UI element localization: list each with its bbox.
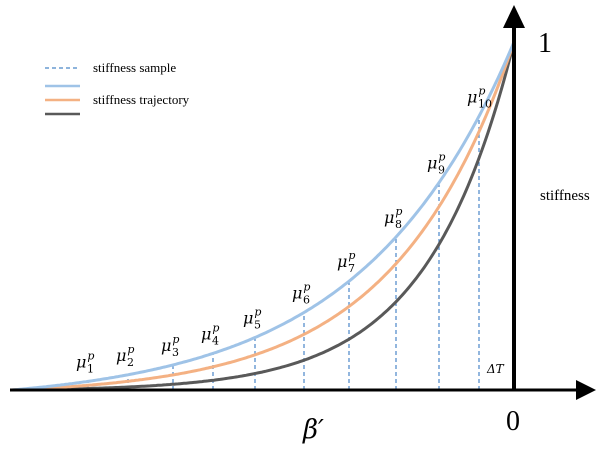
- x-origin-label: 0: [506, 406, 520, 437]
- sample-label-mu-6: μp 6: [292, 280, 310, 306]
- x-axis-arrowhead: [576, 380, 596, 400]
- sample-label-mu-9: μp 9: [427, 151, 445, 177]
- legend-sample-label: stiffness sample: [93, 60, 176, 75]
- blue-trajectory-curve: [11, 41, 516, 392]
- y-axis-arrowhead: [503, 5, 525, 28]
- sample-label-mu-4: μp 4: [201, 321, 219, 347]
- sample-label-mu-2: μp 2: [116, 343, 134, 369]
- orange-trajectory-curve: [11, 41, 516, 392]
- sample-label-mu-8: μp 8: [384, 205, 402, 231]
- x-axis-label: β′: [302, 415, 324, 445]
- sample-label-mu-1: μp 1: [76, 349, 94, 375]
- gray-trajectory-curve: [12, 41, 516, 392]
- legend-trajectory-label: stiffness trajectory: [93, 92, 190, 107]
- sample-label-mu-5: μp 5: [243, 305, 261, 331]
- delta-t-label: ΔT: [486, 362, 505, 376]
- sample-label-mu-3: μp 3: [161, 333, 179, 359]
- sample-label-mu-10: μp 10: [467, 84, 492, 110]
- sample-lines: [87, 116, 480, 390]
- sample-labels: μp 1 μp 2 μp 3 μp 4 μp 5 μp 6 μp 7 μp 8 μp 9 μp 10: [76, 84, 492, 375]
- legend: stiffness sample stiffness trajectory: [45, 60, 190, 116]
- axes: [10, 5, 596, 400]
- y-axis-label: stiffness: [540, 188, 590, 204]
- sample-label-mu-7: μp 7: [337, 249, 355, 275]
- y-tick-top-label: 1: [538, 28, 552, 59]
